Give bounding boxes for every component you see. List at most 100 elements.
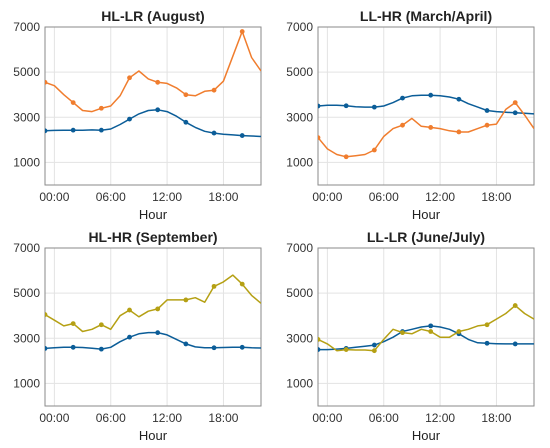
series-marker [211, 87, 217, 93]
series-marker [183, 92, 189, 98]
series-marker [98, 322, 104, 328]
chart-title: LL-LR (June/July) [367, 229, 485, 245]
series-marker [127, 75, 132, 81]
series-marker [428, 323, 434, 329]
series-marker [211, 345, 217, 351]
series-marker [183, 341, 189, 347]
x-tick-label: 00:00 [312, 190, 342, 204]
series-1 [45, 330, 261, 352]
series-1 [318, 92, 534, 116]
series-marker [155, 107, 161, 113]
series-2 [318, 303, 534, 354]
series-marker [318, 347, 321, 352]
series-marker [98, 105, 104, 111]
series-marker [45, 128, 48, 134]
series-marker [371, 104, 377, 110]
series-marker [484, 322, 490, 328]
x-tick-label: 06:00 [369, 190, 399, 204]
y-tick-label: 3000 [286, 110, 313, 124]
series-marker [456, 129, 462, 135]
y-tick-label: 1000 [286, 155, 313, 169]
series-marker [484, 122, 490, 128]
series-marker [428, 92, 434, 98]
series-marker [127, 116, 132, 122]
series-line [45, 30, 261, 113]
x-tick-label: 00:00 [39, 190, 69, 204]
x-tick-label: 00:00 [39, 411, 69, 425]
series-line [318, 325, 534, 351]
series-2 [45, 274, 261, 333]
y-tick-label: 3000 [286, 331, 313, 345]
series-marker [70, 100, 76, 106]
series-marker [484, 340, 490, 346]
series-marker [512, 110, 518, 116]
x-tick-label: 18:00 [481, 190, 511, 204]
series-marker [45, 346, 48, 351]
x-tick-label: 12:00 [152, 190, 182, 204]
series-marker [512, 303, 518, 308]
chart-panel-2: LL-HR (March/April) 1000 3000 5000 7000 00:00… [286, 8, 535, 222]
series-marker [98, 346, 104, 352]
series-marker [343, 103, 349, 109]
series-line [45, 274, 261, 333]
x-tick-label: 06:00 [96, 190, 126, 204]
x-axis-label: Hour [412, 428, 441, 443]
y-tick-label: 7000 [286, 20, 313, 34]
y-tick-label: 3000 [13, 110, 40, 124]
y-tick-label: 1000 [13, 376, 40, 390]
x-tick-label: 18:00 [481, 411, 511, 425]
series-marker [239, 281, 245, 287]
chart-title: HL-HR (September) [88, 229, 217, 245]
series-marker [155, 306, 161, 312]
series-marker [155, 330, 161, 336]
series-marker [456, 329, 462, 334]
series-marker [371, 348, 377, 354]
x-tick-label: 00:00 [312, 411, 342, 425]
series-marker [211, 283, 217, 289]
x-tick-label: 06:00 [369, 411, 399, 425]
series-marker [400, 122, 405, 128]
series-marker [371, 147, 377, 153]
y-tick-label: 7000 [13, 241, 40, 255]
series-line [45, 109, 261, 138]
y-tick-label: 7000 [286, 241, 313, 255]
series-2 [45, 29, 261, 113]
series-marker [70, 344, 76, 350]
series-marker [98, 127, 104, 133]
y-tick-label: 1000 [286, 376, 313, 390]
x-tick-label: 12:00 [425, 190, 455, 204]
y-tick-label: 5000 [13, 286, 40, 300]
chart-panel-3: HL-HR (September) 1000 3000 5000 7000 00:00 06… [13, 229, 262, 443]
x-tick-label: 12:00 [425, 411, 455, 425]
series-marker [318, 337, 321, 342]
series-1 [45, 107, 261, 138]
series-marker [183, 119, 189, 125]
series-marker [45, 79, 48, 85]
series-line [318, 101, 534, 158]
plot-frame [44, 26, 262, 186]
y-tick-label: 1000 [13, 155, 40, 169]
series-marker [70, 321, 76, 327]
series-marker [371, 342, 377, 348]
series-marker [400, 95, 405, 101]
series-line [318, 94, 534, 115]
series-marker [183, 297, 189, 303]
plot-frame [317, 247, 535, 407]
series-marker [428, 329, 434, 334]
x-axis-label: Hour [139, 207, 168, 222]
chart-title: LL-HR (March/April) [360, 8, 492, 24]
y-tick-label: 5000 [13, 65, 40, 79]
series-marker [343, 347, 349, 352]
series-marker [400, 330, 405, 336]
y-tick-label: 5000 [286, 286, 313, 300]
y-tick-label: 5000 [286, 65, 313, 79]
series-marker [456, 96, 462, 102]
plot-frame [44, 247, 262, 407]
x-tick-label: 06:00 [96, 411, 126, 425]
series-marker [239, 29, 245, 34]
chart-title: HL-LR (August) [101, 8, 204, 24]
series-marker [239, 344, 245, 350]
x-axis-label: Hour [412, 207, 441, 222]
series-line [318, 304, 534, 352]
